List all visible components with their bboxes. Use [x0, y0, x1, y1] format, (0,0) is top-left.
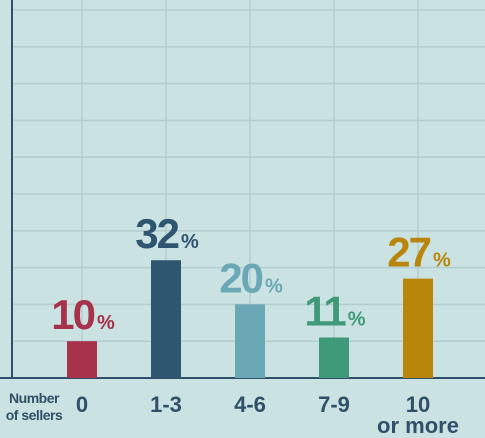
bar	[235, 304, 265, 378]
x-tick-label: 4-6	[234, 392, 266, 417]
x-tick-label: 10 or more	[377, 392, 459, 438]
data-label: 11%	[304, 288, 365, 335]
data-label: 27%	[387, 229, 451, 276]
x-tick-label: 0	[76, 392, 88, 417]
x-tick-label: 1-3	[150, 392, 182, 417]
bar	[319, 337, 349, 378]
bar	[151, 260, 181, 378]
data-label: 10%	[51, 291, 115, 338]
data-label: 32%	[135, 210, 199, 257]
x-tick-label: 7-9	[318, 392, 350, 417]
bar	[403, 278, 433, 378]
x-axis-label: Number of sellers	[6, 390, 63, 423]
data-label: 20%	[219, 254, 283, 301]
bar	[67, 341, 97, 378]
